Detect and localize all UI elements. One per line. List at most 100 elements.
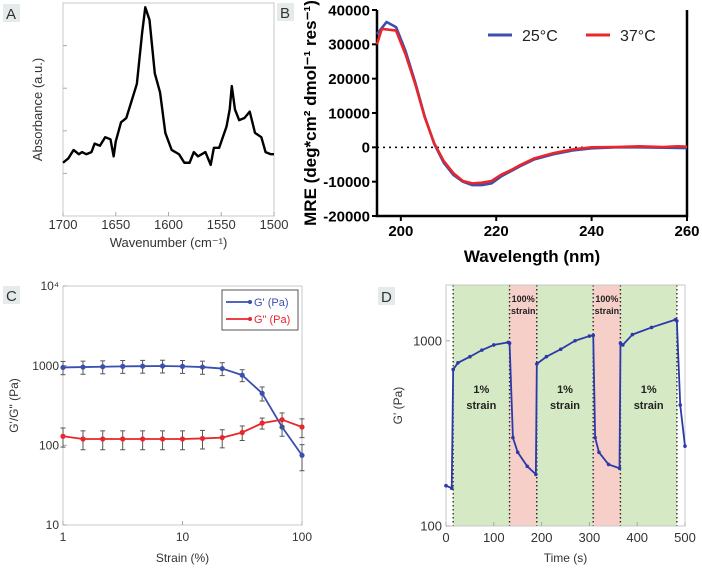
y-tick-label: 100 <box>420 519 442 534</box>
panel-b-chart: 200 220 240 260 -20000 -10000 0 10000 20000 30000… <box>301 0 700 266</box>
region-label-line2: strain <box>550 400 580 412</box>
data-point <box>239 429 245 436</box>
strain-region-low <box>453 285 510 526</box>
data-point <box>480 348 484 352</box>
data-point <box>159 363 166 369</box>
data-point <box>120 436 126 442</box>
legend-label: 25°C <box>522 28 558 45</box>
series-37-c <box>375 27 688 185</box>
x-axis-label: Wavenumber (cm⁻¹) <box>110 235 228 250</box>
data-point <box>587 334 592 338</box>
panel-d-chart: 1% strain 100% strain 1% strain 100% strain 1% st… <box>391 284 696 565</box>
data-point <box>80 364 86 370</box>
x-tick-label: 100 <box>292 530 312 544</box>
y-tick-label: 30000 <box>328 37 370 54</box>
y-tick-label: 20000 <box>328 71 370 88</box>
data-point <box>683 444 687 448</box>
series-ir-spectrum <box>62 6 274 167</box>
data-point <box>100 436 106 442</box>
strain-region-low <box>620 285 677 526</box>
data-point <box>591 333 596 338</box>
y-tick-label: 10⁴ <box>40 279 59 293</box>
x-tick-label: 500 <box>674 530 696 545</box>
data-point <box>630 332 635 337</box>
data-point <box>621 343 625 347</box>
panel-b-letter: B <box>280 5 290 22</box>
data-point <box>259 390 265 396</box>
panel-b-label: B <box>277 3 294 22</box>
data-point <box>80 436 86 442</box>
data-point <box>120 363 126 369</box>
legend-label: 37°C <box>620 28 656 45</box>
panel-d-letter: D <box>381 289 392 306</box>
data-point <box>544 354 549 359</box>
x-axis-label: Strain (%) <box>156 551 209 565</box>
y-tick-label: 1000 <box>32 359 59 373</box>
x-tick-label: 300 <box>579 530 601 545</box>
strain-region-high <box>593 285 621 526</box>
series-g- <box>444 317 687 490</box>
legend-label: G" (Pa) <box>254 314 290 326</box>
data-point <box>60 364 66 371</box>
series-line <box>62 6 274 167</box>
x-tick-label: 0 <box>442 530 449 545</box>
y-axis-label: MRE (deg*cm² dmol⁻¹ res⁻¹) <box>301 0 320 226</box>
y-axis-label: G' (Pa) <box>391 387 405 425</box>
data-point <box>259 420 265 426</box>
data-point <box>449 486 454 490</box>
legend-label: G' (Pa) <box>254 297 289 309</box>
y-tick-label: 40000 <box>328 2 370 19</box>
y-tick-label: 10000 <box>328 105 370 122</box>
x-tick-label: 200 <box>531 530 553 545</box>
data-point <box>451 367 455 372</box>
data-point <box>219 435 225 441</box>
y-tick-label: 10 <box>46 518 60 532</box>
data-point <box>140 436 146 442</box>
data-point <box>515 450 520 455</box>
data-point <box>606 462 611 467</box>
y-axis-label: Absorbance (a.u.) <box>30 58 45 161</box>
y-tick-label: -20000 <box>323 208 370 225</box>
x-tick-label: 260 <box>674 223 699 240</box>
strain-region-low <box>536 285 594 526</box>
data-point <box>492 343 496 347</box>
x-tick-label: 1500 <box>260 217 289 232</box>
data-point <box>299 424 305 430</box>
x-tick-label: 220 <box>484 223 509 240</box>
data-point <box>140 363 146 369</box>
region-label-line2: strain <box>595 306 620 316</box>
data-point <box>534 472 538 477</box>
x-tick-label: 200 <box>388 223 413 240</box>
data-point <box>219 365 225 372</box>
data-point <box>468 354 472 359</box>
data-point <box>199 364 206 370</box>
plot-frame <box>62 2 275 217</box>
y-tick-label: 1000 <box>413 333 442 348</box>
panel-d-label: D <box>378 287 395 306</box>
region-label-line1: 100% <box>512 294 535 304</box>
y-tick-label: 100 <box>39 439 59 453</box>
y-axis-label: G'/G" (Pa) <box>7 378 21 433</box>
y-tick-label: -10000 <box>323 174 370 191</box>
data-point <box>649 325 654 330</box>
x-tick-label: 1650 <box>101 217 130 232</box>
data-point <box>100 364 106 370</box>
y-tick-label: 0 <box>362 140 370 157</box>
region-label-line1: 1% <box>557 384 573 396</box>
panel-a-label: A <box>3 4 20 23</box>
x-tick-label: 1600 <box>154 217 183 232</box>
region-label-line1: 1% <box>473 384 489 396</box>
strain-region-high <box>509 285 537 526</box>
region-label-line1: 1% <box>641 384 657 396</box>
x-tick-label: 10 <box>176 530 190 544</box>
data-point <box>617 466 622 471</box>
panel-a-chart: 1700 1650 1600 1550 1500 Wavenumber (cm⁻¹) Abs… <box>30 2 289 250</box>
data-point <box>279 417 285 423</box>
data-point <box>179 436 186 442</box>
region-label-line2: strain <box>634 400 664 412</box>
x-tick-label: 100 <box>483 530 505 545</box>
x-axis-label: Wavelength (nm) <box>464 247 600 266</box>
data-point <box>678 403 683 407</box>
series-line <box>375 27 688 185</box>
